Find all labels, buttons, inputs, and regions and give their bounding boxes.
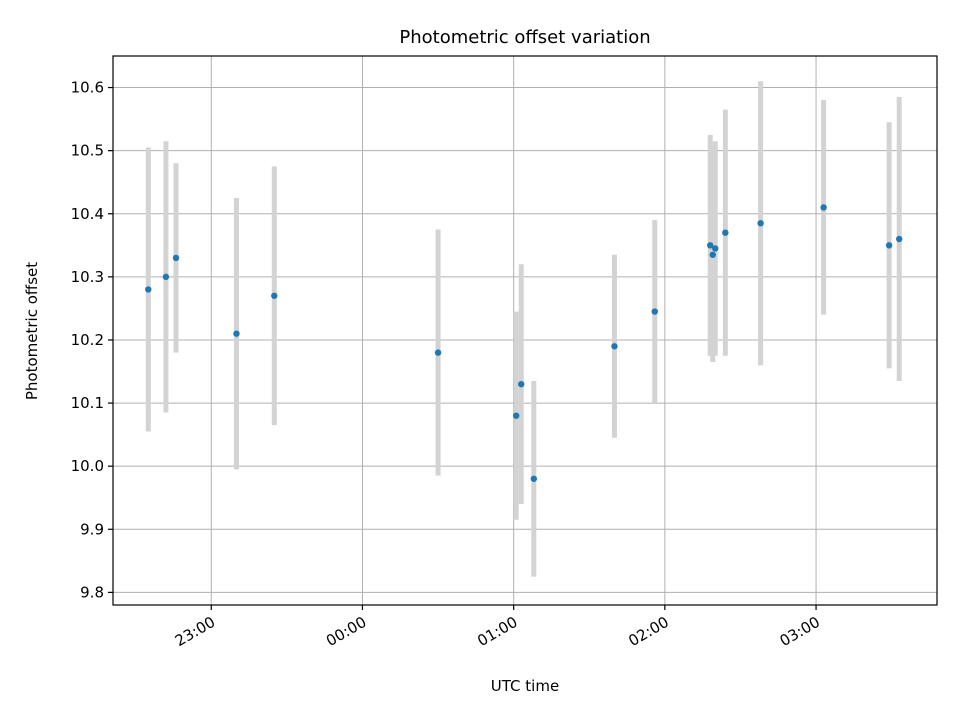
data-point bbox=[512, 412, 520, 419]
data-point bbox=[651, 308, 658, 315]
x-tick-label: 00:00 bbox=[323, 613, 369, 650]
data-point bbox=[530, 475, 538, 482]
x-axis-label: UTC time bbox=[491, 677, 559, 695]
data-point bbox=[172, 254, 180, 262]
data-point bbox=[611, 343, 618, 350]
y-tick-label: 10.5 bbox=[71, 142, 104, 160]
data-point bbox=[722, 229, 729, 236]
data-point bbox=[757, 220, 764, 227]
y-tick-label: 10.3 bbox=[71, 268, 104, 286]
data-point bbox=[518, 380, 525, 388]
y-tick-label: 10.4 bbox=[71, 205, 104, 223]
y-axis-label: Photometric offset bbox=[23, 262, 41, 400]
data-point bbox=[885, 242, 893, 249]
data-point bbox=[896, 235, 903, 243]
plot-frame bbox=[112, 55, 938, 606]
y-tick-label: 9.9 bbox=[80, 520, 104, 538]
x-tick-label: 01:00 bbox=[474, 613, 520, 650]
data-point bbox=[271, 292, 278, 299]
data-point bbox=[707, 242, 714, 249]
data-point bbox=[434, 349, 442, 356]
grid-lines bbox=[113, 56, 937, 605]
data-point bbox=[162, 273, 170, 281]
x-tick-label: 23:00 bbox=[172, 613, 218, 650]
y-tick-label: 10.2 bbox=[71, 331, 104, 349]
y-tick-label: 10.6 bbox=[71, 79, 104, 97]
y-tick-label: 10.1 bbox=[71, 394, 104, 412]
x-tick-label: 02:00 bbox=[625, 613, 671, 650]
data-point bbox=[145, 286, 152, 293]
data-point bbox=[820, 204, 827, 211]
data-point bbox=[712, 245, 719, 252]
data-point bbox=[709, 251, 716, 258]
data-points bbox=[145, 204, 903, 482]
error-bars bbox=[145, 81, 902, 577]
x-tick-label: 03:00 bbox=[777, 613, 823, 650]
y-tick-label: 10.0 bbox=[71, 457, 104, 475]
y-tick-label: 9.8 bbox=[80, 583, 104, 601]
chart-title: Photometric offset variation bbox=[399, 27, 650, 48]
data-point bbox=[233, 330, 240, 337]
